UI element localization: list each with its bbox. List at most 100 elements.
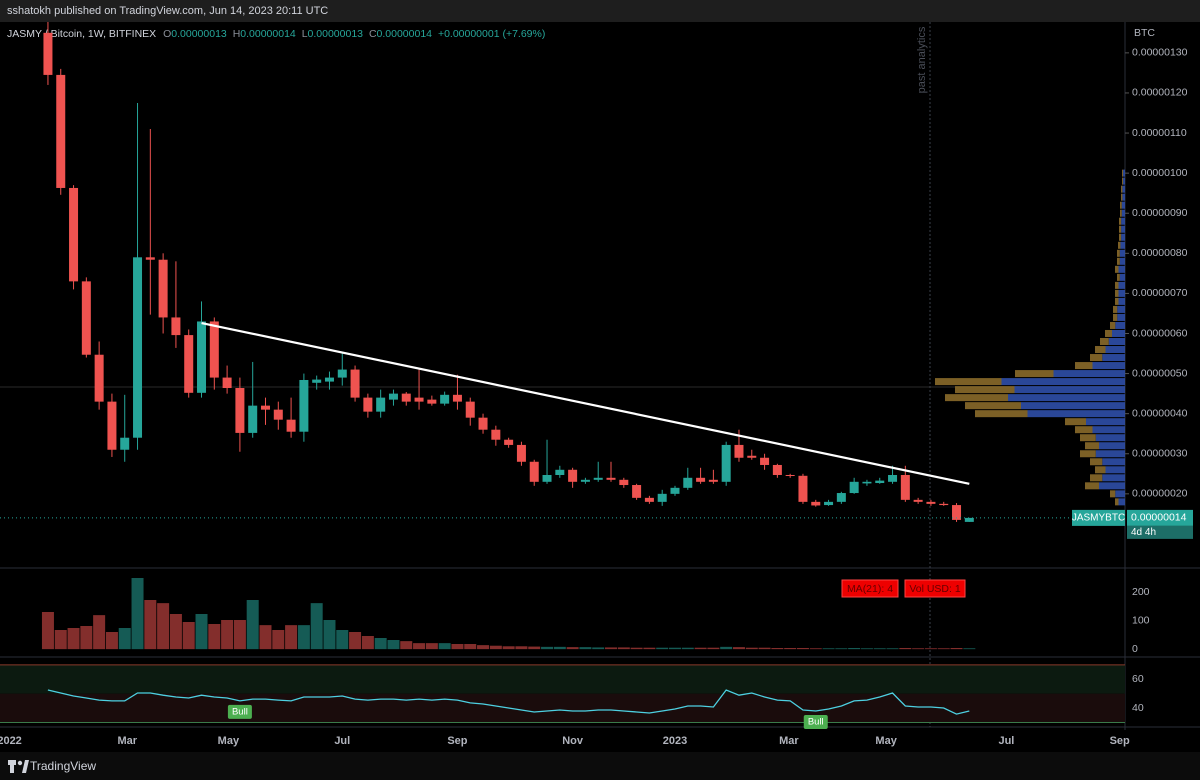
rsi-line — [47, 689, 970, 715]
profile-down — [945, 394, 1008, 402]
candle-body — [350, 369, 360, 398]
candle-body — [440, 394, 450, 404]
publisher: sshatokh published on TradingView.com, J… — [7, 5, 328, 17]
study-label: MA(21): 4 — [847, 583, 893, 595]
profile-row — [1095, 346, 1125, 354]
candle-body — [555, 469, 565, 475]
profile-row — [935, 378, 1125, 386]
volume-bar — [899, 648, 912, 650]
profile-down — [1121, 185, 1123, 193]
volume-bar — [668, 647, 681, 650]
profile-down — [1075, 426, 1093, 434]
profile-row — [1075, 362, 1125, 370]
profile-row — [1110, 490, 1125, 498]
candle-body — [107, 401, 117, 450]
candle-body — [260, 405, 270, 410]
volume-bar — [80, 626, 93, 650]
candle-body — [785, 474, 795, 476]
y-tick-label: 0.00000130 — [1132, 47, 1188, 59]
volume-bar — [41, 612, 54, 650]
volume-bar — [963, 648, 976, 650]
volume-bar — [54, 630, 67, 650]
volume-bar — [413, 643, 426, 650]
ohlc-value: 0.00000013 — [308, 28, 364, 40]
volume-bar — [361, 636, 374, 650]
volume-bar — [745, 647, 758, 650]
profile-down — [1119, 233, 1122, 241]
rsi-tick-label: 60 — [1132, 673, 1144, 685]
candle-body — [747, 455, 757, 458]
volume-bar — [489, 645, 502, 650]
volume-bar — [221, 620, 234, 650]
volume-bar — [259, 625, 272, 650]
ohlc-label: O — [163, 28, 171, 40]
volume-bar — [515, 646, 528, 650]
countdown-tag — [1127, 525, 1193, 539]
volume-bar — [656, 647, 669, 650]
profile-up — [1121, 225, 1125, 233]
profile-row — [1122, 177, 1125, 185]
profile-row — [1121, 193, 1125, 201]
profile-row — [975, 410, 1125, 418]
volume-bar — [169, 614, 182, 650]
candle-body — [606, 477, 616, 480]
profile-up — [1118, 281, 1125, 289]
volume-bar — [643, 647, 656, 650]
candle-body — [491, 429, 501, 440]
profile-up — [1119, 249, 1125, 257]
candle-body — [568, 469, 578, 482]
volume-bar — [105, 632, 118, 650]
volume-bar — [681, 647, 694, 650]
profile-row — [1075, 426, 1125, 434]
y-tick-label: 0.00000080 — [1132, 247, 1188, 259]
volume-bar — [771, 648, 784, 650]
candle-body — [696, 477, 706, 482]
footer-bar — [0, 752, 1200, 780]
candle-body — [516, 444, 526, 462]
candle-body — [760, 457, 770, 465]
volume-bar — [758, 647, 771, 650]
candle-body — [875, 480, 885, 484]
y-tick-label: 0.00000110 — [1132, 127, 1187, 139]
volume-bar — [182, 622, 195, 650]
candle-body — [158, 259, 168, 318]
candle-body — [427, 399, 437, 404]
candle-body — [94, 354, 104, 402]
candle-body — [452, 394, 462, 402]
volume-bar — [630, 647, 643, 650]
volume-tick-label: 0 — [1132, 643, 1138, 655]
profile-down — [1119, 217, 1122, 225]
profile-row — [1119, 217, 1125, 225]
header-bar — [0, 0, 1200, 22]
study-label-bg — [841, 579, 899, 598]
candle-body — [836, 493, 846, 502]
candle-body — [414, 397, 424, 402]
profile-down — [1075, 362, 1093, 370]
volume-bar — [822, 648, 835, 650]
symbol: JASMY / Bitcoin, 1W, BITFINEX — [7, 28, 156, 40]
past-analytics: past analytics — [916, 26, 928, 93]
profile-down — [1110, 490, 1116, 498]
candle-body — [376, 397, 386, 412]
profile-down — [1120, 201, 1122, 209]
volume-bar — [528, 646, 541, 650]
bull-label-bg — [227, 704, 252, 719]
candle-body — [849, 481, 859, 494]
candle-body — [964, 517, 974, 522]
volume-bar — [438, 643, 451, 650]
x-tick-label: Nov — [562, 735, 584, 747]
bull-label-bg — [803, 715, 828, 730]
volume-bar — [477, 645, 490, 650]
bull-label: Bull — [232, 706, 248, 717]
profile-up — [1092, 426, 1125, 434]
profile-up — [1120, 241, 1125, 249]
volume-bar — [694, 647, 707, 650]
candle-body — [388, 393, 398, 400]
profile-up — [1115, 321, 1125, 329]
profile-up — [1123, 169, 1125, 177]
profile-down — [1085, 482, 1099, 490]
candle-body — [708, 479, 718, 482]
ohlc-value: 0.00000014 — [240, 28, 296, 40]
candle-body — [184, 335, 194, 393]
volume-bar — [451, 644, 464, 650]
